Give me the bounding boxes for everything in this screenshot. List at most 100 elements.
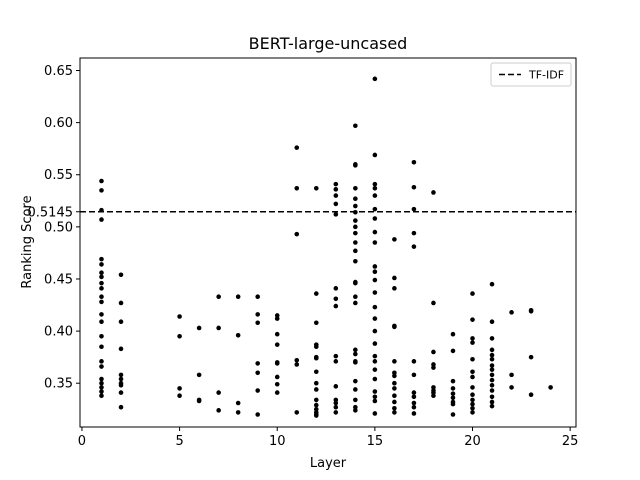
- data-point: [392, 405, 397, 411]
- data-point: [431, 393, 436, 399]
- data-point: [489, 377, 495, 383]
- data-point: [372, 240, 378, 245]
- data-point: [333, 201, 339, 207]
- data-point: [99, 286, 104, 291]
- data-point: [372, 216, 378, 221]
- data-point: [333, 286, 339, 291]
- data-point: [411, 372, 417, 378]
- data-point: [274, 331, 280, 337]
- chart-title: BERT-large-uncased: [249, 34, 408, 53]
- data-point: [313, 186, 319, 191]
- data-point: [177, 393, 182, 399]
- data-point: [392, 286, 397, 291]
- y-tick-label: 0.55: [44, 168, 73, 183]
- data-point: [489, 352, 495, 358]
- data-point: [196, 398, 202, 404]
- data-point: [333, 193, 339, 198]
- data-point: [118, 376, 124, 382]
- data-point: [99, 294, 104, 300]
- data-point: [333, 303, 339, 309]
- data-point: [99, 393, 104, 399]
- data-point: [99, 299, 104, 305]
- data-point: [99, 389, 104, 394]
- data-point: [431, 365, 436, 370]
- data-point: [294, 186, 300, 191]
- data-point: [274, 374, 280, 380]
- data-point: [470, 401, 475, 407]
- data-point: [470, 392, 475, 397]
- data-point: [353, 258, 358, 264]
- data-point: [353, 294, 358, 300]
- data-point: [196, 372, 202, 378]
- data-point: [118, 300, 124, 306]
- data-point: [313, 402, 319, 408]
- data-point: [216, 294, 221, 300]
- data-point: [450, 348, 456, 354]
- data-point: [118, 383, 124, 388]
- data-point: [450, 386, 456, 391]
- data-point: [177, 314, 182, 319]
- data-point: [509, 385, 514, 390]
- data-point: [392, 324, 397, 330]
- data-point: [99, 334, 104, 339]
- data-point: [392, 380, 397, 386]
- data-point: [118, 404, 124, 410]
- data-point: [489, 403, 495, 409]
- x-axis-label: Layer: [310, 456, 347, 471]
- data-point: [470, 369, 475, 375]
- y-tick-label: 0.65: [44, 64, 73, 79]
- data-point: [372, 181, 378, 187]
- data-point: [353, 218, 358, 223]
- data-point: [353, 224, 358, 230]
- x-tick-label: 5: [175, 434, 183, 449]
- data-point: [353, 360, 358, 365]
- data-point: [470, 385, 475, 390]
- x-tick-label: 10: [269, 434, 286, 449]
- data-point: [372, 376, 378, 382]
- data-point: [392, 410, 397, 415]
- data-point: [431, 300, 436, 306]
- data-point: [294, 410, 300, 415]
- data-point: [274, 361, 280, 366]
- data-point: [372, 264, 378, 269]
- data-point: [353, 230, 358, 236]
- data-point: [333, 187, 339, 192]
- data-point: [372, 359, 378, 364]
- legend-tfidf-label: TF-IDF: [528, 69, 564, 82]
- data-point: [99, 188, 104, 193]
- data-point: [99, 217, 104, 222]
- data-point: [99, 262, 104, 267]
- data-point: [431, 349, 436, 355]
- plot-frame: [79, 57, 577, 428]
- data-point: [372, 304, 378, 310]
- data-point: [294, 362, 300, 367]
- data-point: [470, 356, 475, 362]
- data-point: [177, 386, 182, 391]
- data-point: [470, 397, 475, 403]
- data-point: [411, 404, 417, 410]
- data-point: [353, 196, 358, 202]
- data-points: [99, 76, 553, 418]
- y-tick-label: 0.35: [44, 377, 73, 392]
- data-point: [450, 331, 456, 337]
- data-point: [450, 391, 456, 396]
- data-point: [489, 336, 495, 341]
- data-point: [372, 411, 378, 416]
- data-point: [294, 145, 300, 150]
- data-point: [372, 76, 378, 82]
- data-point: [99, 344, 104, 350]
- y-tick-label: 0.60: [44, 116, 73, 131]
- data-point: [372, 206, 378, 212]
- data-point: [294, 231, 300, 237]
- data-point: [196, 325, 202, 331]
- y-tick-label: 0.45: [44, 272, 73, 287]
- data-point: [470, 317, 475, 322]
- data-point: [216, 390, 221, 395]
- data-point: [274, 342, 280, 347]
- data-point: [353, 280, 358, 286]
- data-point: [99, 364, 104, 369]
- data-point: [411, 359, 417, 364]
- data-point: [450, 412, 456, 417]
- data-point: [333, 404, 339, 410]
